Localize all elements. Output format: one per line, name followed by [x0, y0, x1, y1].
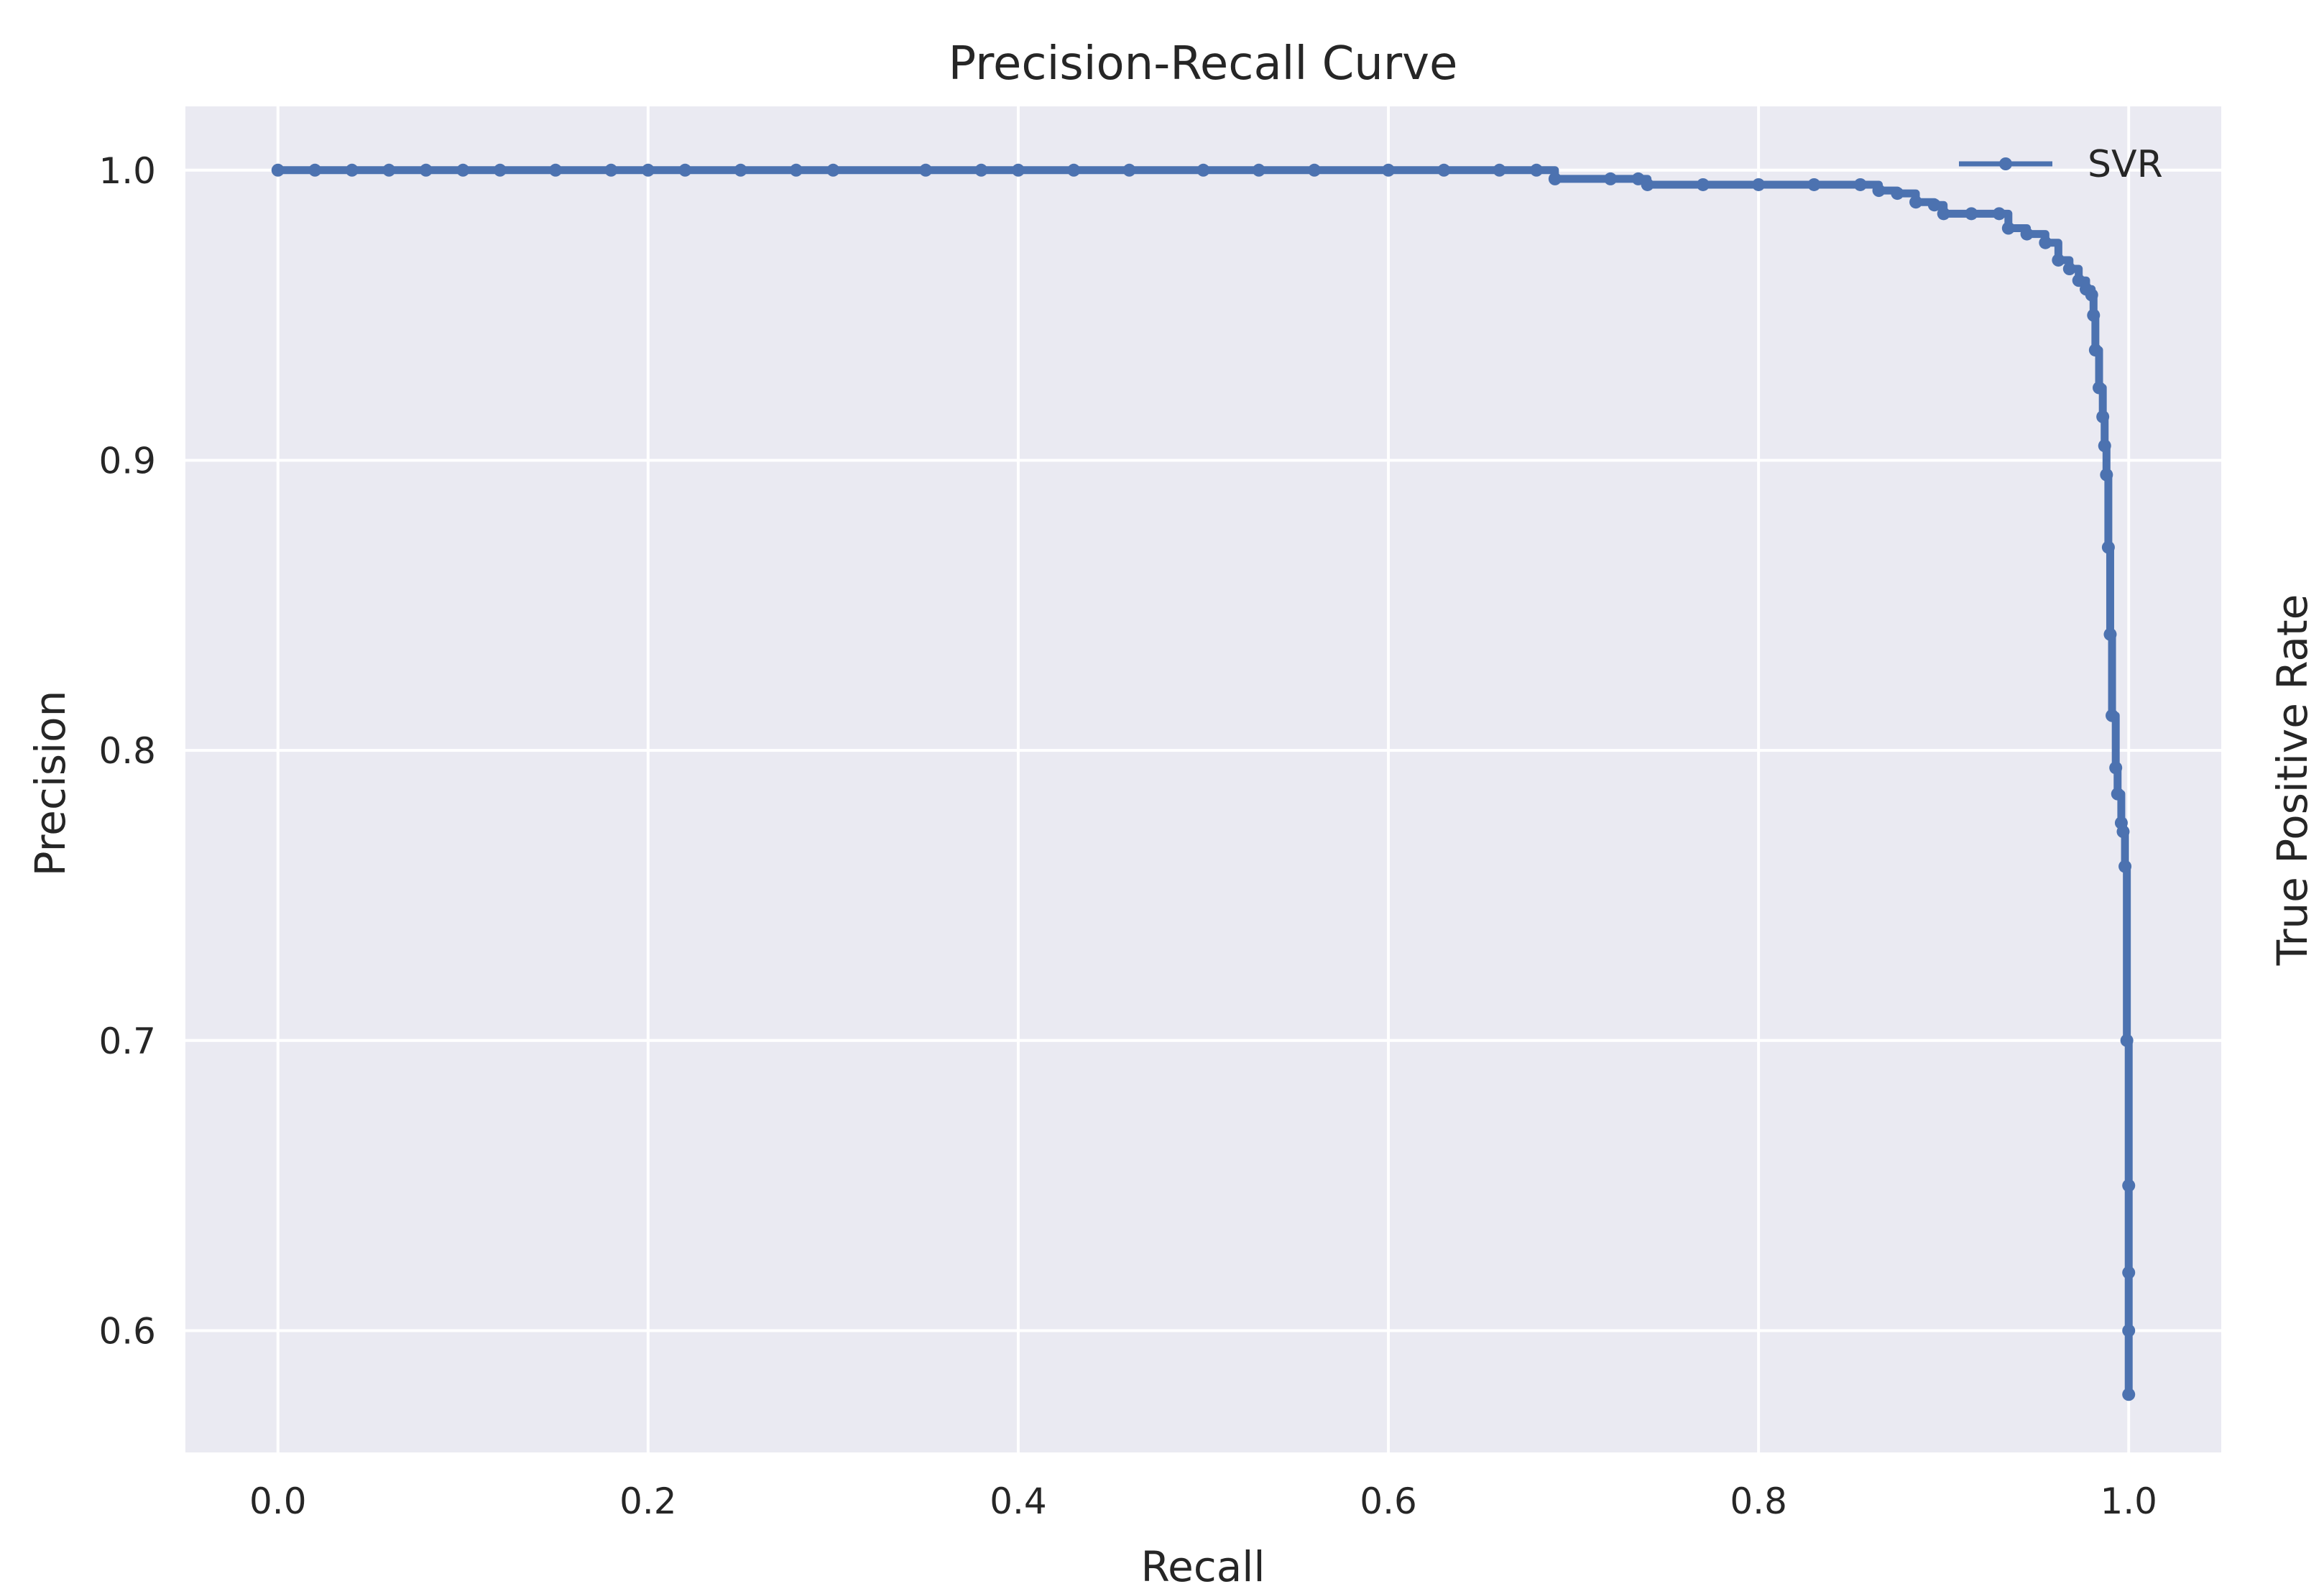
- data-point: [2122, 1324, 2136, 1337]
- data-point: [2101, 540, 2115, 554]
- legend: SVR: [1959, 143, 2163, 186]
- y-tick-label: 0.7: [98, 1021, 156, 1062]
- data-point: [2122, 1266, 2136, 1279]
- data-point: [974, 163, 988, 177]
- data-point: [2098, 439, 2111, 453]
- data-point: [345, 163, 359, 177]
- data-point: [2087, 308, 2101, 322]
- data-point: [1807, 178, 1821, 191]
- data-point: [734, 163, 747, 177]
- data-point: [271, 163, 285, 177]
- data-point: [419, 163, 433, 177]
- x-tick-label: 1.0: [2100, 1480, 2157, 1522]
- data-point: [2109, 761, 2123, 775]
- data-point: [1853, 178, 1867, 191]
- data-point: [1122, 163, 1136, 177]
- y-tick-label: 0.9: [98, 440, 156, 482]
- y-tick-label: 1.0: [98, 150, 156, 192]
- data-point: [2116, 825, 2130, 839]
- data-point: [1196, 163, 1210, 177]
- right-axis-label: True Positive Rate: [2268, 594, 2317, 967]
- tick-layer: 0.0 0.2 0.4 0.6 0.8 1.0 0.6 0.7 0.8 0.9 1.0: [98, 150, 2157, 1522]
- data-point: [1631, 172, 1645, 185]
- data-point: [1437, 163, 1451, 177]
- x-axis-label: Recall: [1140, 1542, 1265, 1589]
- data-point: [549, 163, 563, 177]
- x-tick-label: 0.6: [1360, 1480, 1417, 1522]
- legend-label-svr: SVR: [2088, 143, 2163, 186]
- data-point: [1548, 172, 1562, 185]
- x-tick-label: 0.2: [619, 1480, 677, 1522]
- data-point: [789, 163, 803, 177]
- data-point: [1909, 195, 1923, 209]
- data-point: [1604, 172, 1618, 185]
- data-point: [493, 163, 507, 177]
- data-point: [2072, 274, 2085, 287]
- data-point: [1992, 207, 2006, 221]
- y-axis-label: Precision: [26, 691, 75, 877]
- x-tick-label: 0.8: [1730, 1480, 1787, 1522]
- data-point: [1891, 187, 1904, 201]
- chart-title: Precision-Recall Curve: [949, 37, 1458, 91]
- data-point: [2062, 262, 2076, 276]
- data-point: [382, 163, 396, 177]
- data-point: [826, 163, 840, 177]
- data-point: [1641, 178, 1654, 191]
- data-point: [678, 163, 692, 177]
- data-point: [308, 163, 322, 177]
- data-point: [1530, 163, 1544, 177]
- data-point: [1382, 163, 1396, 177]
- data-point: [1752, 178, 1766, 191]
- x-tick-label: 0.4: [990, 1480, 1047, 1522]
- data-point: [2093, 381, 2106, 395]
- data-point: [1252, 163, 1265, 177]
- data-point: [2039, 236, 2052, 249]
- data-point: [2103, 627, 2117, 641]
- data-point: [2120, 1033, 2134, 1047]
- series-layer: [271, 163, 2136, 1401]
- data-point: [1965, 207, 1978, 221]
- data-point: [2100, 468, 2113, 482]
- data-point: [1011, 163, 1025, 177]
- data-point: [1927, 198, 1941, 212]
- legend-marker: [1999, 157, 2012, 170]
- data-point: [919, 163, 933, 177]
- data-point: [2020, 227, 2034, 241]
- data-point: [604, 163, 618, 177]
- data-point: [2052, 253, 2065, 267]
- x-tick-label: 0.0: [249, 1480, 307, 1522]
- data-point: [2001, 221, 2015, 235]
- plot-area: [185, 106, 2221, 1452]
- data-point: [2088, 344, 2102, 357]
- data-point: [1308, 163, 1322, 177]
- y-tick-label: 0.6: [98, 1310, 156, 1352]
- data-point: [2085, 288, 2098, 302]
- data-point: [2122, 1179, 2136, 1192]
- y-tick-label: 0.8: [98, 730, 156, 772]
- data-point: [456, 163, 470, 177]
- data-point: [1067, 163, 1081, 177]
- data-point: [641, 163, 655, 177]
- data-point: [1872, 184, 1886, 198]
- data-point: [2106, 709, 2119, 722]
- data-point: [1493, 163, 1506, 177]
- data-point: [2111, 787, 2124, 801]
- data-point: [2122, 1388, 2136, 1401]
- data-point: [2118, 860, 2132, 873]
- data-point: [1937, 207, 1950, 221]
- data-point: [2096, 410, 2110, 423]
- data-point: [1696, 178, 1710, 191]
